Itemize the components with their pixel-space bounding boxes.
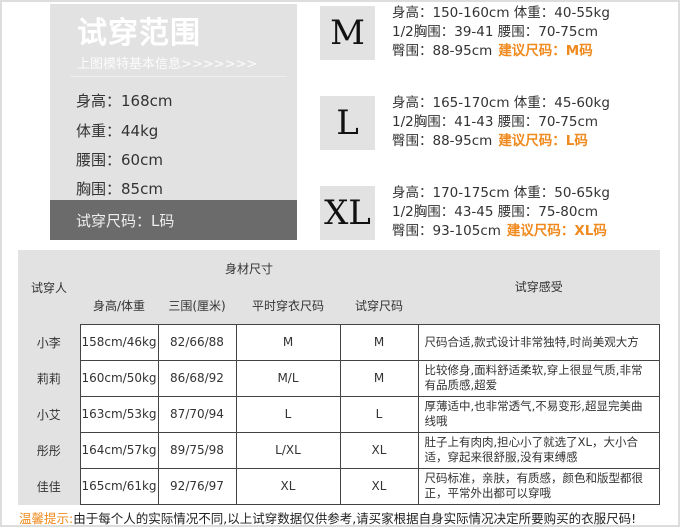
- table-cell: 尺码标准，亲肤，有质感，颜色和版型都很正，平常外出都可以穿哦: [417, 467, 660, 505]
- table-cell: M: [235, 323, 341, 361]
- header-body: 身材尺寸: [224, 262, 273, 276]
- table-cell: 89/75/98: [157, 431, 237, 469]
- recommended-size: 建议尺码：M码: [498, 43, 593, 59]
- table-cell: L: [339, 395, 419, 433]
- spec-line: 身高：165-170cm 体重：45-60kg: [392, 95, 610, 111]
- spec-line: 身高：150-160cm 体重：40-55kg: [392, 5, 610, 21]
- table-cell: 肚子上有肉肉,担心小了就选了XL，大小合适，穿起来很舒服,没有束缚感: [417, 431, 660, 469]
- table-cell: 92/76/97: [157, 467, 237, 505]
- table-row: 莉莉 160cm/50kg 86/68/92 M/L M 比较修身,面料舒适柔软,穿上很显…: [18, 359, 660, 397]
- panel-subtitle: 上图模特基本信息>>>>>>>: [77, 57, 258, 72]
- table-cell: 彤彤: [18, 432, 81, 468]
- header-feel: 试穿感受: [514, 280, 563, 295]
- table-cell: 82/66/88: [157, 323, 237, 361]
- table-row: 佳佳 165cm/61kg 92/76/97 XL XL 尺码标准，亲肤，有质感，颜色和版…: [18, 467, 660, 505]
- table-cell: XL: [339, 467, 419, 505]
- spec-line: 1/2胸围：43-45 腰围：75-80cm: [392, 204, 599, 220]
- spec-line: 1/2胸围：41-43 腰围：70-75cm: [392, 114, 599, 130]
- model-height: 身高：168cm: [76, 92, 173, 110]
- table-cell: M/L: [235, 359, 341, 397]
- table-cell: 莉莉: [18, 360, 81, 396]
- table-cell: M: [339, 359, 419, 397]
- model-bust: 胸围：85cm: [76, 180, 163, 198]
- size-spec: 身高：150-160cm 体重：40-55kg 1/2胸围：39-41 腰围：7…: [392, 4, 610, 61]
- table-cell: 佳佳: [18, 468, 81, 504]
- table-row: 小艾 163cm/53kg 87/70/94 L L 厚薄适中,也非常透气,不易变形,超显…: [18, 395, 660, 433]
- col-header: 三围(厘米): [168, 298, 226, 313]
- size-spec: 身高：165-170cm 体重：45-60kg 1/2胸围：41-43 腰围：7…: [392, 94, 610, 151]
- model-weight: 体重：44kg: [76, 122, 159, 140]
- table-cell: 87/70/94: [157, 395, 237, 433]
- table-cell: 165cm/61kg: [79, 467, 159, 505]
- header-person: 试穿人: [30, 280, 67, 295]
- model-waist: 腰围：60cm: [76, 151, 163, 169]
- table-cell: M: [339, 323, 419, 361]
- size-label-box: L: [320, 96, 375, 150]
- col-header: 平时穿衣尺码: [251, 298, 324, 313]
- table-row: 小李 158cm/46kg 82/66/88 M M 尺码合适,款式设计非常独特,时尚美观…: [18, 323, 660, 361]
- table-cell: 160cm/50kg: [79, 359, 159, 397]
- table-cell: 164cm/57kg: [79, 431, 159, 469]
- table-cell: XL: [339, 431, 419, 469]
- table-cell: 小艾: [18, 396, 81, 432]
- table-cell: 尺码合适,款式设计非常独特,时尚美观大方: [417, 323, 660, 361]
- table-cell: 158cm/46kg: [79, 323, 159, 361]
- size-label-box: XL: [320, 186, 375, 240]
- table-cell: 163cm/53kg: [79, 395, 159, 433]
- table-cell: 86/68/92: [157, 359, 237, 397]
- table-cell: L/XL: [235, 431, 341, 469]
- spec-line: 臀围：88-95cm: [392, 133, 493, 149]
- spec-line: 臀围：88-95cm: [392, 43, 493, 59]
- col-header: 身高/体重: [92, 298, 146, 313]
- model-panel: 试穿范围 上图模特基本信息>>>>>>> 身高：168cm 体重：44kg 腰围…: [50, 4, 297, 240]
- tip-label: 温馨提示:: [19, 511, 74, 526]
- tip-text: 由于每个人的实际情况不同,以上试穿数据仅供参考,请买家根据自身实际情况决定所要购…: [73, 511, 637, 526]
- col-header: 试穿尺码: [354, 298, 403, 313]
- panel-title: 试穿范围: [77, 16, 201, 51]
- table-cell: 厚薄适中,也非常透气,不易变形,超显完美曲线哦: [417, 395, 660, 433]
- spec-line: 臀围：93-105cm: [392, 223, 501, 239]
- spec-line: 身高：170-175cm 体重：50-65kg: [392, 185, 610, 201]
- table-row: 彤彤 164cm/57kg 89/75/98 L/XL XL 肚子上有肉肉,担心小了就选了…: [18, 431, 660, 469]
- trial-table: 试穿人 身材尺寸试穿感受 身高/体重 三围(厘米) 平时穿衣尺码 试穿尺码 小李 158c…: [18, 250, 660, 505]
- table-cell: 小李: [18, 324, 81, 360]
- size-label-box: M: [320, 6, 375, 60]
- table-cell: L: [235, 395, 341, 433]
- divider: [70, 76, 287, 77]
- table-cell: XL: [235, 467, 341, 505]
- recommended-size: 建议尺码：L码: [498, 133, 588, 149]
- spec-line: 1/2胸围：39-41 腰围：70-75cm: [392, 24, 599, 40]
- table-cell: 比较修身,面料舒适柔软,穿上很显气质,非常有品质感,超爱: [417, 359, 660, 397]
- tip: 温馨提示:由于每个人的实际情况不同,以上试穿数据仅供参考,请买家根据自身实际情况…: [19, 508, 636, 527]
- size-spec: 身高：170-175cm 体重：50-65kg 1/2胸围：43-45 腰围：7…: [392, 184, 610, 241]
- recommended-size: 建议尺码：XL码: [506, 223, 607, 239]
- trial-size: 试穿尺码：L码: [50, 200, 297, 240]
